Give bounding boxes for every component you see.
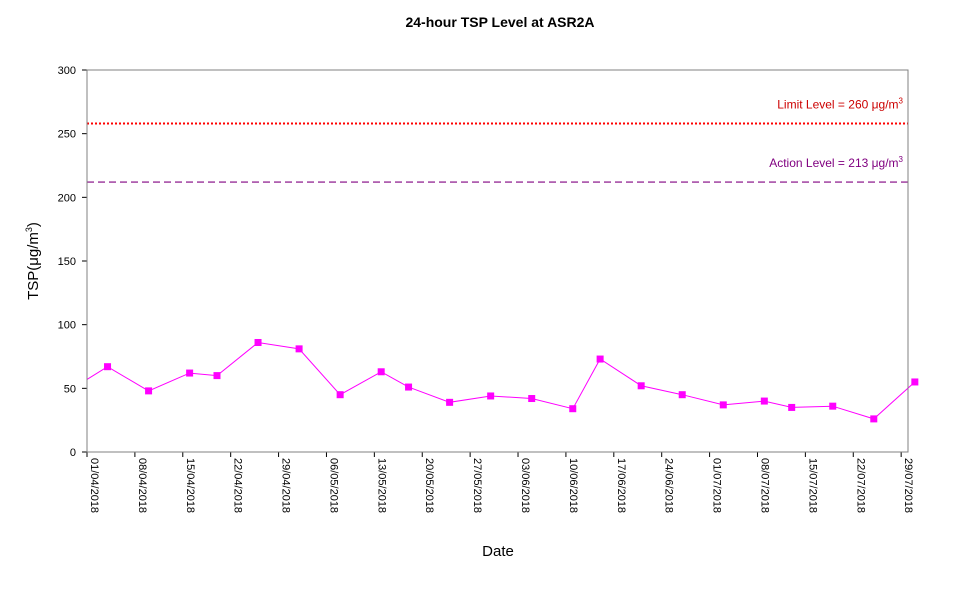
- y-tick-label: 150: [58, 256, 76, 268]
- x-tick-label: 22/04/2018: [232, 458, 244, 513]
- tsp-data-point: [911, 378, 919, 386]
- tsp-data-point: [336, 391, 344, 399]
- chart-title: 24-hour TSP Level at ASR2A: [405, 14, 594, 30]
- plot-area-border: [86, 69, 909, 453]
- tsp-data-point: [254, 338, 262, 346]
- tsp-data-point: [870, 415, 878, 423]
- y-tick-label: 100: [58, 320, 76, 332]
- y-tick-label: 200: [58, 192, 76, 204]
- x-tick-label: 08/04/2018: [136, 458, 148, 513]
- x-tick-label: 01/07/2018: [711, 458, 723, 513]
- y-tick-label: 250: [58, 129, 76, 141]
- x-tick-label: 15/07/2018: [806, 458, 818, 513]
- x-tick-label: 20/05/2018: [423, 458, 435, 513]
- tsp-data-point: [569, 405, 577, 413]
- x-axis-ticks: 01/04/2018 08/04/2018 15/04/2018 22/04/2018…: [86, 452, 914, 513]
- tsp-data-point: [377, 368, 385, 376]
- tsp-data-point: [186, 369, 194, 377]
- tsp-data-point: [295, 345, 303, 353]
- y-axis-label: TSP(μg/m3): [24, 222, 42, 300]
- tsp-data-point: [678, 391, 686, 399]
- x-tick-label: 24/06/2018: [663, 458, 675, 513]
- x-tick-label: 01/04/2018: [88, 458, 100, 513]
- tsp-data-point: [145, 387, 153, 395]
- tsp-data-point: [788, 403, 796, 411]
- x-tick-label: 27/05/2018: [471, 458, 483, 513]
- tsp-data-point: [637, 382, 645, 390]
- x-axis-label: Date: [482, 543, 514, 560]
- tsp-data-point: [760, 397, 768, 405]
- x-tick-label: 08/07/2018: [758, 458, 770, 513]
- tsp-data-point: [405, 383, 413, 391]
- x-tick-label: 22/07/2018: [854, 458, 866, 513]
- x-tick-label: 15/04/2018: [184, 458, 196, 513]
- x-tick-label: 13/05/2018: [375, 458, 387, 513]
- x-tick-label: 29/07/2018: [902, 458, 914, 513]
- x-tick-label: 06/05/2018: [327, 458, 339, 513]
- series-layer: [86, 338, 919, 423]
- x-tick-label: 17/06/2018: [615, 458, 627, 513]
- y-axis-ticks: 0 50 100 150 200 250 300: [58, 65, 87, 459]
- tsp-data-point: [446, 398, 454, 406]
- x-tick-label: 10/06/2018: [567, 458, 579, 513]
- y-tick-label: 300: [58, 65, 76, 77]
- tsp-data-point: [719, 401, 727, 409]
- tsp-data-point: [487, 392, 495, 400]
- tsp-data-point: [829, 402, 837, 410]
- x-tick-label: 29/04/2018: [280, 458, 292, 513]
- reference-lines: Limit Level = 260 μg/m3 Action Level = 21…: [87, 96, 908, 183]
- y-tick-label: 50: [64, 383, 76, 395]
- tsp-data-point: [104, 363, 112, 371]
- tsp-data-point: [213, 372, 221, 380]
- tsp-data-point: [596, 355, 604, 363]
- tsp-data-point: [528, 395, 536, 403]
- y-tick-label: 0: [70, 447, 76, 459]
- limit-level-label: Limit Level = 260 μg/m3: [777, 96, 903, 111]
- x-tick-label: 03/06/2018: [519, 458, 531, 513]
- action-level-label: Action Level = 213 μg/m3: [769, 155, 903, 170]
